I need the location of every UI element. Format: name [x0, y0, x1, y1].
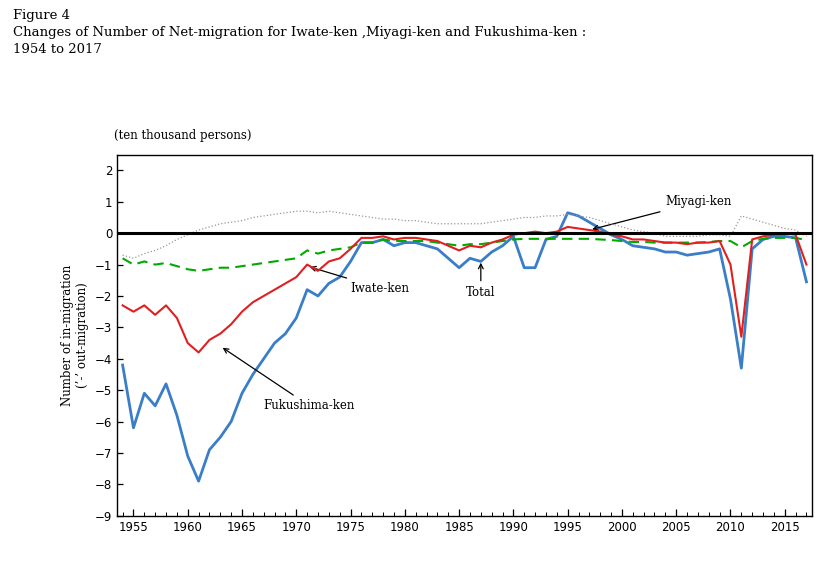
Text: (ten thousand persons): (ten thousand persons) — [114, 129, 251, 142]
Text: Fukushima-ken: Fukushima-ken — [223, 348, 354, 413]
Text: Figure 4: Figure 4 — [13, 9, 69, 22]
Text: Iwate-ken: Iwate-ken — [311, 266, 409, 295]
Text: Miyagi-ken: Miyagi-ken — [593, 195, 731, 230]
Text: Total: Total — [466, 264, 495, 299]
Y-axis label: Number of in-migration
(’-’ out-migration): Number of in-migration (’-’ out-migratio… — [61, 265, 89, 406]
Text: Changes of Number of Net-migration for Iwate-ken ,Miyagi-ken and Fukushima-ken :: Changes of Number of Net-migration for I… — [13, 26, 585, 39]
Text: 1954 to 2017: 1954 to 2017 — [13, 43, 101, 56]
